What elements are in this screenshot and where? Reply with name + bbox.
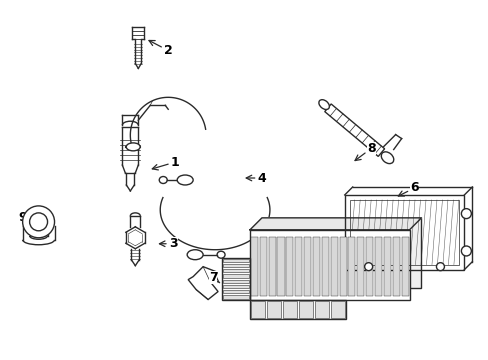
Text: 4: 4 [245, 171, 266, 185]
Ellipse shape [381, 152, 393, 163]
Circle shape [461, 209, 470, 219]
Bar [314, 301, 328, 319]
Text: 1: 1 [152, 156, 179, 170]
Bar [249, 300, 345, 319]
Ellipse shape [217, 251, 224, 258]
Bar [383, 237, 390, 296]
Circle shape [364, 263, 372, 271]
Text: 8: 8 [354, 141, 375, 161]
Bar [295, 237, 302, 296]
Bar [223, 280, 248, 283]
Bar [401, 237, 408, 296]
Bar [223, 269, 248, 273]
Circle shape [436, 263, 444, 271]
Bar [249, 230, 408, 300]
Ellipse shape [126, 143, 140, 151]
Text: 9: 9 [18, 211, 30, 224]
Bar [268, 237, 275, 296]
Bar [286, 237, 293, 296]
Bar [304, 237, 310, 296]
Polygon shape [249, 218, 421, 230]
Bar [330, 237, 337, 296]
Bar [366, 237, 372, 296]
Bar [223, 290, 248, 293]
Bar [262, 218, 421, 288]
Bar [223, 274, 248, 278]
Ellipse shape [177, 175, 193, 185]
Bar [357, 237, 364, 296]
Bar [259, 237, 266, 296]
Bar [250, 301, 264, 319]
Ellipse shape [159, 176, 167, 184]
Bar [223, 264, 248, 267]
Text: 7: 7 [208, 271, 219, 284]
Bar [223, 285, 248, 288]
Bar [298, 301, 312, 319]
Circle shape [461, 246, 470, 256]
Ellipse shape [187, 250, 203, 260]
Bar [223, 295, 248, 298]
Text: 2: 2 [149, 40, 172, 57]
Bar [374, 237, 381, 296]
Bar [392, 237, 399, 296]
Bar [339, 237, 346, 296]
Bar [250, 237, 258, 296]
Bar [266, 301, 280, 319]
Circle shape [22, 206, 55, 238]
Ellipse shape [318, 100, 329, 109]
Text: 3: 3 [159, 237, 177, 250]
Bar [347, 237, 355, 296]
Circle shape [30, 213, 47, 231]
Bar [330, 301, 344, 319]
Text: 6: 6 [398, 181, 418, 196]
Bar [222, 258, 249, 300]
Bar [321, 237, 328, 296]
Bar [223, 259, 248, 262]
Bar [277, 237, 284, 296]
Bar [312, 237, 319, 296]
Text: 5: 5 [249, 287, 260, 302]
Bar [283, 301, 296, 319]
